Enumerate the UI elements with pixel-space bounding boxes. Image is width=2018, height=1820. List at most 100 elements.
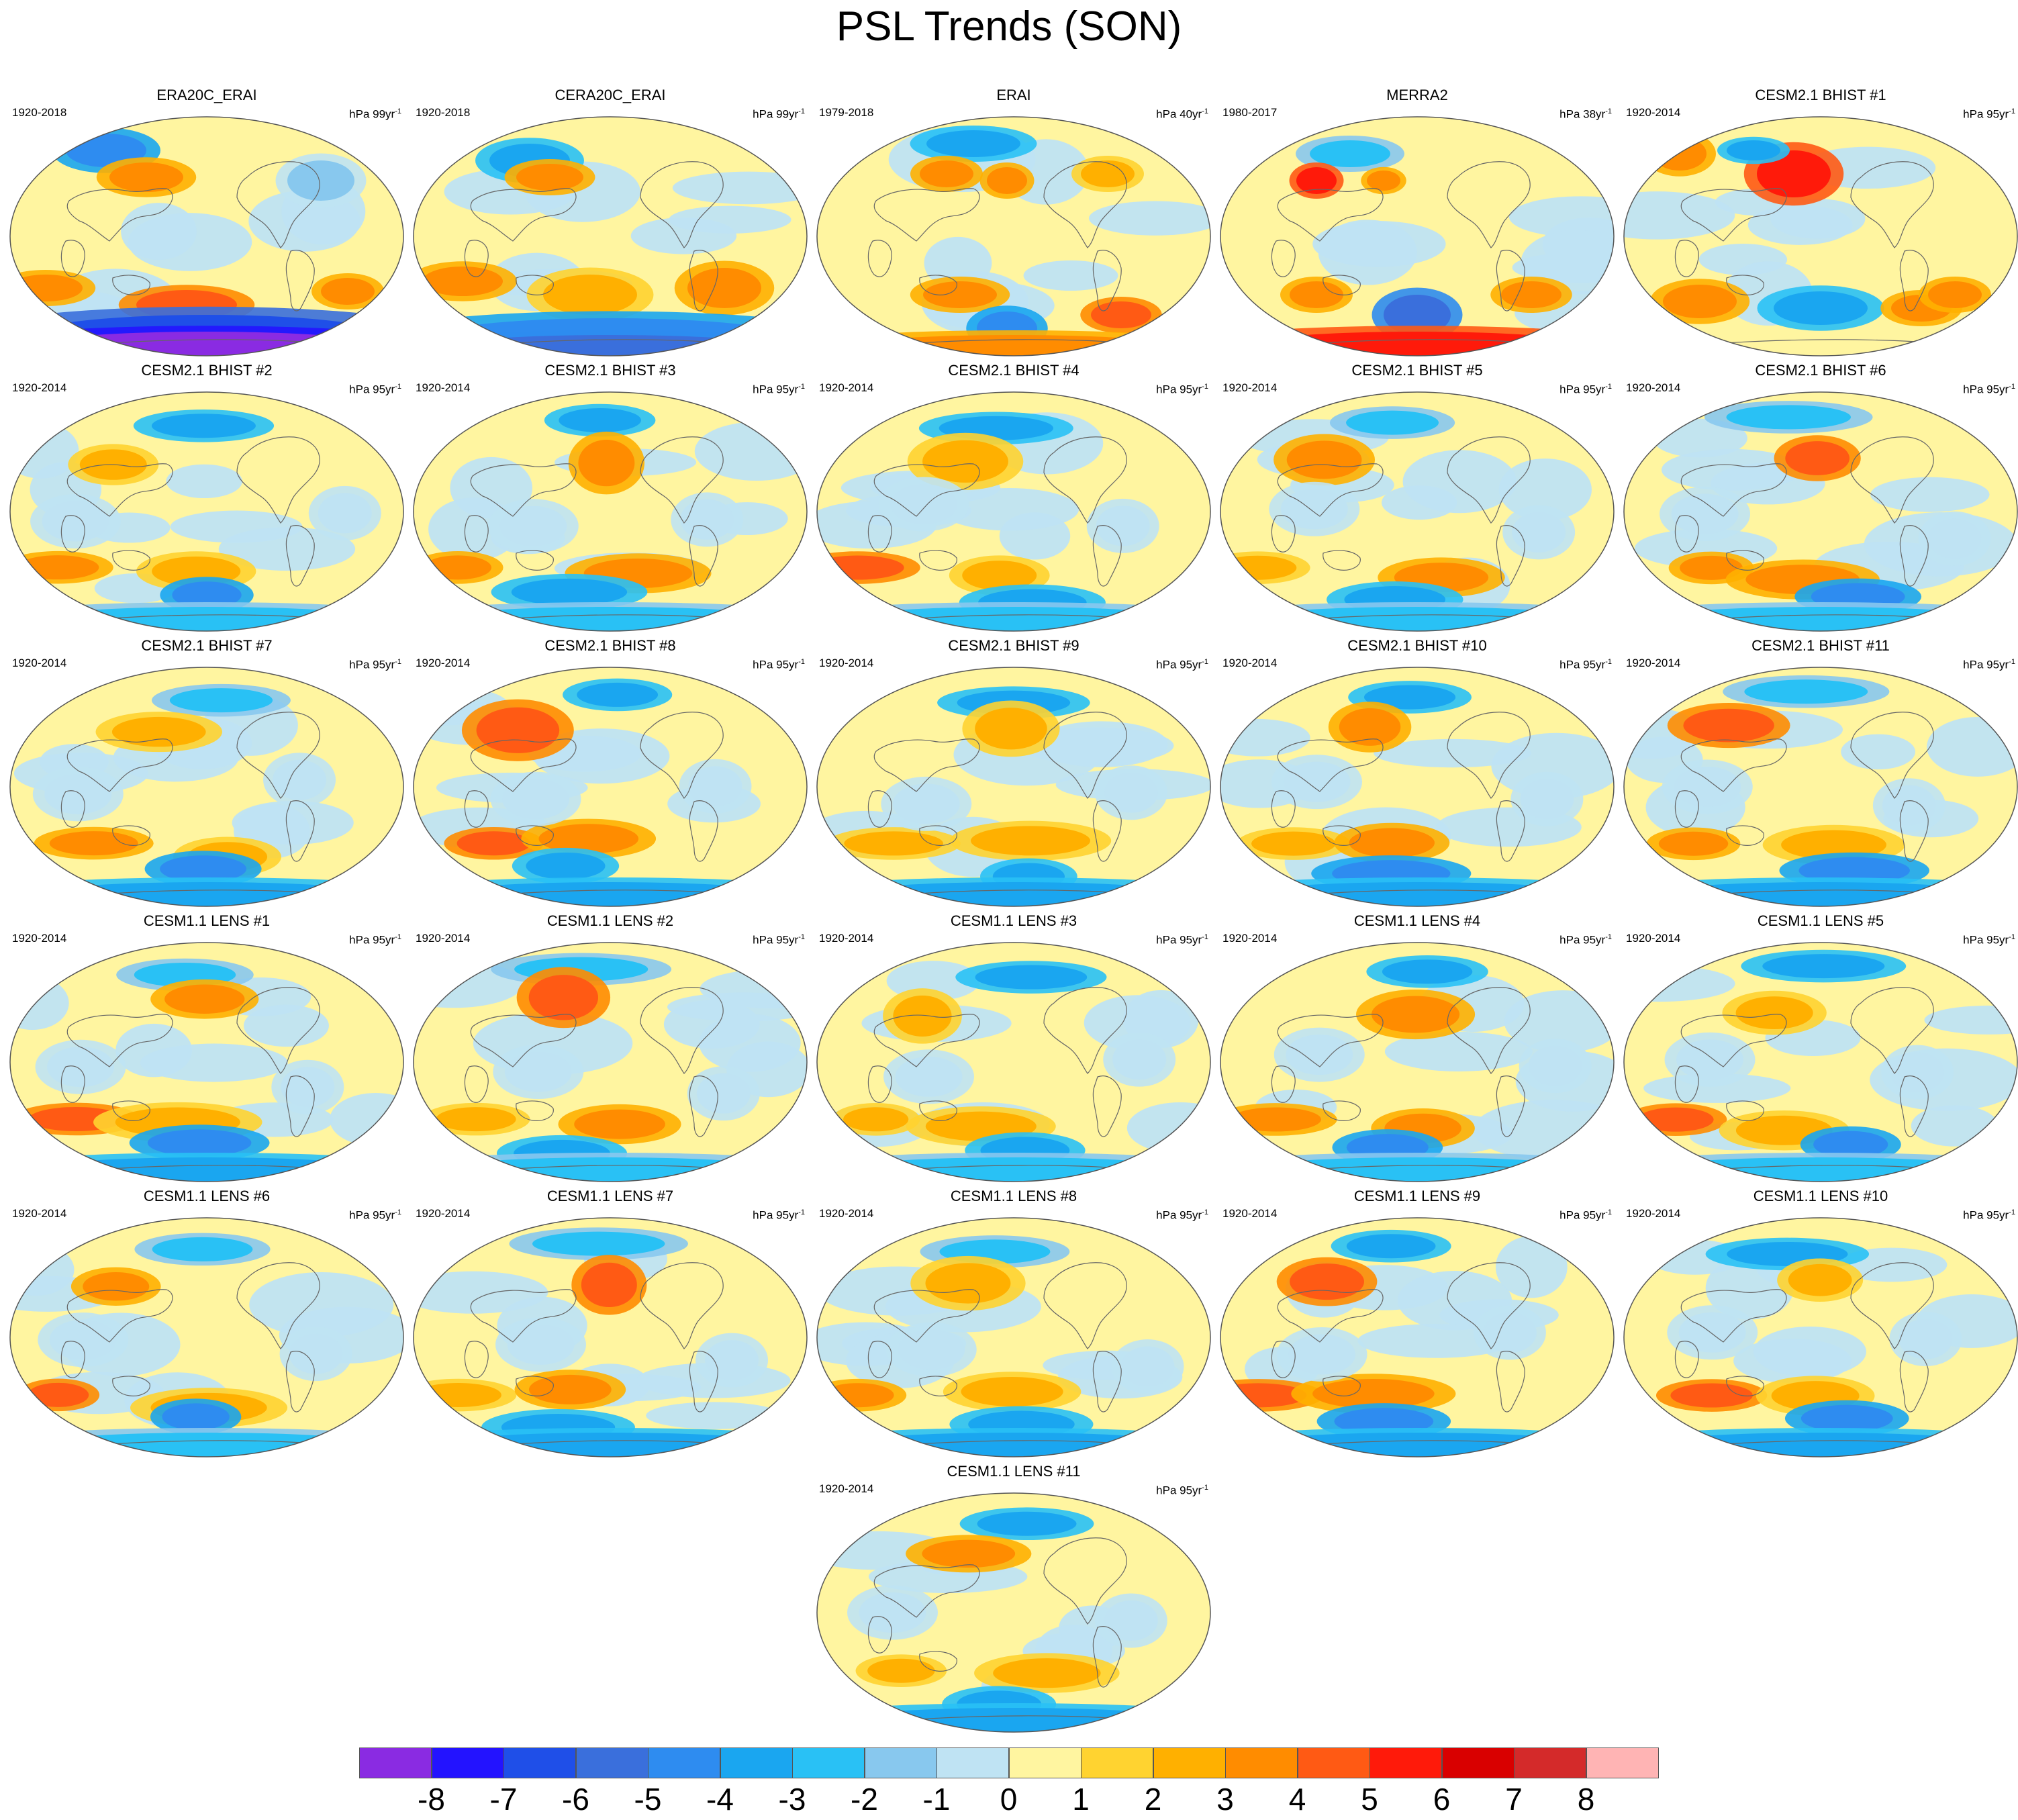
field-contour: [1678, 1312, 1746, 1353]
field-contour: [962, 561, 1037, 591]
panel-title: CESM1.1 LENS #6: [143, 1188, 271, 1204]
field-contour: [1899, 1319, 1953, 1359]
colorbar-box: [1225, 1747, 1298, 1778]
coastline: [112, 1376, 150, 1396]
field-contour: [1528, 1045, 1582, 1086]
map-panel: CESM1.1 LENS #8 1920-2014 hPa 95yr-1: [812, 1185, 1215, 1460]
colorbar-tick-label: -8: [418, 1782, 445, 1817]
map-panel: CESM2.1 BHIST #7 1920-2014 hPa 95yr-1: [5, 634, 408, 910]
coastline: [1323, 1100, 1361, 1121]
coastline: [236, 436, 320, 524]
field-contour: [1296, 167, 1337, 194]
field-contour: [1104, 772, 1158, 813]
field-contour: [1639, 1157, 2002, 1182]
panel-units-exponent: -1: [1202, 383, 1208, 391]
panel-units-text: hPa 95yr: [1559, 658, 1606, 671]
map-field: [9, 391, 404, 632]
map-panel: CESM2.1 BHIST #2 1920-2014 hPa 95yr-1: [5, 359, 408, 634]
field-layer: [414, 943, 807, 1182]
coastline: [919, 275, 957, 295]
map-panel: CESM2.1 BHIST #3 1920-2014 hPa 95yr-1: [409, 359, 812, 634]
coastline: [1043, 161, 1127, 248]
panel-units-text: hPa 95yr: [349, 383, 395, 396]
map-border: [413, 667, 808, 907]
field-layer: [10, 117, 403, 356]
map-panel: ERAI 1979-2018 hPa 40yr-1: [812, 84, 1215, 359]
field-contour: [975, 708, 1047, 750]
coastline: [1680, 738, 1787, 792]
colorbar-box: [648, 1747, 720, 1778]
field-contour: [559, 408, 641, 433]
panel-units-text: hPa 95yr: [753, 383, 799, 396]
coastline: [867, 515, 892, 553]
coastline: [1043, 1537, 1127, 1625]
field-patch: [694, 422, 807, 481]
coastline: [516, 825, 554, 846]
field-contour: [289, 1333, 343, 1374]
coastline: [1092, 525, 1122, 587]
field-contour: [832, 1433, 1195, 1457]
coastline: [873, 1564, 980, 1618]
panel-units-text: hPa 95yr: [1559, 1208, 1606, 1222]
map-field: [1623, 667, 2018, 907]
map-border: [9, 942, 404, 1182]
panel-period: 1920-2014: [12, 932, 67, 945]
field-contour: [922, 440, 1008, 483]
panel-units: hPa 95yr-1: [753, 1205, 805, 1223]
coastline: [689, 1351, 718, 1412]
map-border: [1623, 942, 2018, 1182]
colorbar-tick-label: 2: [1144, 1782, 1162, 1817]
panel-title: CESM1.1 LENS #3: [950, 912, 1077, 929]
map-panel: CESM2.1 BHIST #9 1920-2014 hPa 95yr-1: [812, 634, 1215, 910]
coastline: [66, 1014, 173, 1067]
map-border: [1220, 391, 1615, 632]
coastline: [1271, 1341, 1296, 1378]
map-panel: CERA20C_ERAI 1920-2018 hPa 99yr-1: [409, 84, 812, 359]
coastline: [1092, 250, 1122, 312]
panel-units: hPa 95yr-1: [349, 930, 401, 948]
field-contour: [705, 1340, 759, 1381]
field-contour: [1346, 410, 1439, 435]
coastline: [1496, 1075, 1525, 1137]
map-field: [413, 391, 808, 632]
field-contour: [507, 1324, 575, 1365]
field-contour: [47, 1047, 115, 1088]
field-contour: [893, 995, 952, 1037]
colorbar-tick-label: -7: [489, 1782, 518, 1817]
field-contour: [26, 607, 388, 631]
field-contour: [895, 1056, 963, 1097]
coastline: [919, 1100, 957, 1121]
map-field: [816, 1492, 1211, 1733]
field-contour: [1762, 954, 1885, 979]
coastline: [1323, 1376, 1361, 1396]
colorbar-tick-label: -4: [706, 1782, 734, 1817]
map-border: [1623, 116, 2018, 356]
map-field: [9, 942, 404, 1182]
field-contour: [961, 1376, 1063, 1406]
field-contour: [1236, 1433, 1598, 1457]
coastline: [516, 1376, 554, 1396]
map-panel: CESM1.1 LENS #10 1920-2014 hPa 95yr-1: [1619, 1185, 2018, 1460]
field-patch: [244, 1004, 329, 1047]
field-patch: [166, 464, 242, 499]
field-contour: [1744, 679, 1868, 704]
panel-period: 1920-2014: [1626, 381, 1681, 394]
field-patch: [1402, 450, 1517, 514]
panel-units-text: hPa 95yr: [1156, 383, 1202, 396]
map-border: [816, 667, 1211, 907]
field-contour: [49, 1319, 117, 1360]
panel-period: 1920-2014: [819, 381, 874, 394]
field-contour: [832, 607, 1195, 631]
field-patch: [1498, 458, 1592, 521]
panel-units: hPa 99yr-1: [753, 104, 805, 122]
panel-units-exponent: -1: [1605, 107, 1612, 115]
panel-units-exponent: -1: [1202, 107, 1208, 115]
field-contour: [1229, 332, 1605, 356]
coastline: [470, 738, 577, 792]
field-patch: [1495, 1236, 1568, 1298]
field-contour: [1236, 607, 1598, 631]
field-contour: [1230, 1107, 1321, 1132]
coastline: [1680, 1289, 1787, 1343]
coastline: [689, 1075, 718, 1137]
coastline: [1277, 1289, 1384, 1343]
